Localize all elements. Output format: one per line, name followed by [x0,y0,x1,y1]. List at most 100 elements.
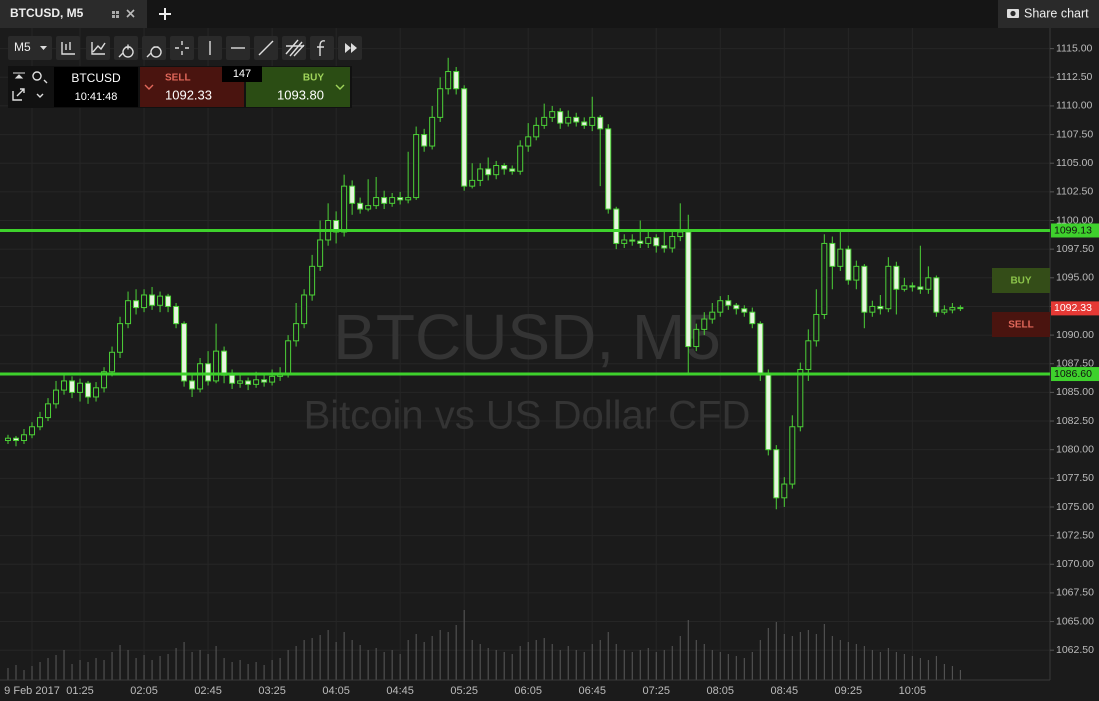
volume-bar [223,658,225,680]
candle-body [797,368,804,428]
watermark-subtitle: Bitcoin vs US Dollar CFD [304,394,751,438]
sell-button[interactable] [992,312,1050,337]
volume-bar [743,658,745,680]
volume-bar [111,652,113,680]
volume-bar [391,650,393,680]
y-tick-label: 1112.50 [1056,71,1093,83]
candle-body [397,197,404,201]
volume-bar [143,655,145,680]
candle-body [549,111,556,118]
volume-bar [951,666,953,680]
buy-chevron [335,84,345,90]
volume-bar [7,668,9,680]
volume-bar [759,640,761,680]
tool-button[interactable] [86,36,110,60]
volume-bar [927,660,929,680]
volume-bar [735,656,737,680]
symbol-box [54,67,138,107]
add-tab[interactable] [159,8,171,20]
level-tag [1051,367,1099,382]
volume-bar [159,656,161,680]
candle-body [285,340,292,375]
volume-bar [415,634,417,680]
volume-bar [167,654,169,680]
volume-bar [119,645,121,680]
candle-body [133,300,140,309]
volume-bar [335,642,337,680]
crosshair[interactable] [170,36,194,60]
volume-bar [599,640,601,680]
y-tick-label: 1080.00 [1056,443,1094,455]
indicators[interactable] [310,36,334,60]
volume-bar [903,654,905,680]
y-tick-label: 1105.00 [1056,157,1093,169]
volume-bar [15,665,17,680]
candle-body [21,434,28,442]
candle-body [821,242,828,315]
volume-bar [279,658,281,680]
buy-button[interactable] [992,268,1050,293]
volume-bar [535,640,537,680]
panel-chevron[interactable] [36,93,44,98]
candle-body [477,168,484,181]
volume-bar [63,650,65,680]
toolbar: M5 [8,36,362,60]
candle-body [765,373,772,451]
candle-body [213,350,220,382]
x-tick-label: 01:25 [66,685,94,697]
candle-body [509,168,516,172]
volume-bar [783,634,785,680]
x-tick-label: 06:05 [514,685,542,697]
volume-bar [583,652,585,680]
volume-bar [895,652,897,680]
volume-bar [671,646,673,680]
volume-bar [95,658,97,680]
candle-body [101,371,108,389]
channel[interactable] [282,36,306,60]
volume-bar [703,644,705,680]
candle-body [781,483,788,499]
y-tick-label: 1072.50 [1056,529,1094,541]
tab-title: BTCUSD, M5 [10,6,84,20]
timeframe-select[interactable] [8,36,52,60]
y-tick-label: 1065.00 [1056,615,1094,627]
candle-body [229,374,236,384]
volume-bar [423,642,425,680]
tool-button[interactable] [56,36,80,60]
panel-icon[interactable] [13,72,25,79]
candle-body [701,318,708,330]
volume-bar [495,650,497,680]
search-icon[interactable] [32,71,48,84]
y-tick-label: 1097.50 [1056,243,1094,255]
clock: 10:41:48 [75,91,118,103]
candle-body [205,363,212,382]
candle-body [645,237,652,244]
candle-body [813,313,820,342]
x-tick-label: 08:05 [707,685,735,697]
level-label: 1086.60 [1054,368,1092,380]
volume-bar [615,644,617,680]
candle-body [53,389,60,405]
volume-bar [863,646,865,680]
volume-bar [839,640,841,680]
volume-bar [847,642,849,680]
volume-bar [807,630,809,680]
volume-bar [383,652,385,680]
candle-body [181,323,188,382]
volume-bar [879,652,881,680]
volume-bar [343,632,345,680]
popout-icon[interactable] [12,88,25,101]
candle-body [301,294,308,325]
tab-close[interactable] [126,9,135,18]
volume-bar [575,650,577,680]
tab[interactable] [0,0,147,28]
tab-grid-icon[interactable] [112,11,119,18]
buy-box[interactable] [246,67,350,107]
volume-bar [263,665,265,680]
candle-body [69,380,76,393]
x-tick-label: 07:25 [642,685,670,697]
volume-bar [567,646,569,680]
volume-bar [247,664,249,680]
volume-bar [303,640,305,680]
candle-body [429,116,436,147]
